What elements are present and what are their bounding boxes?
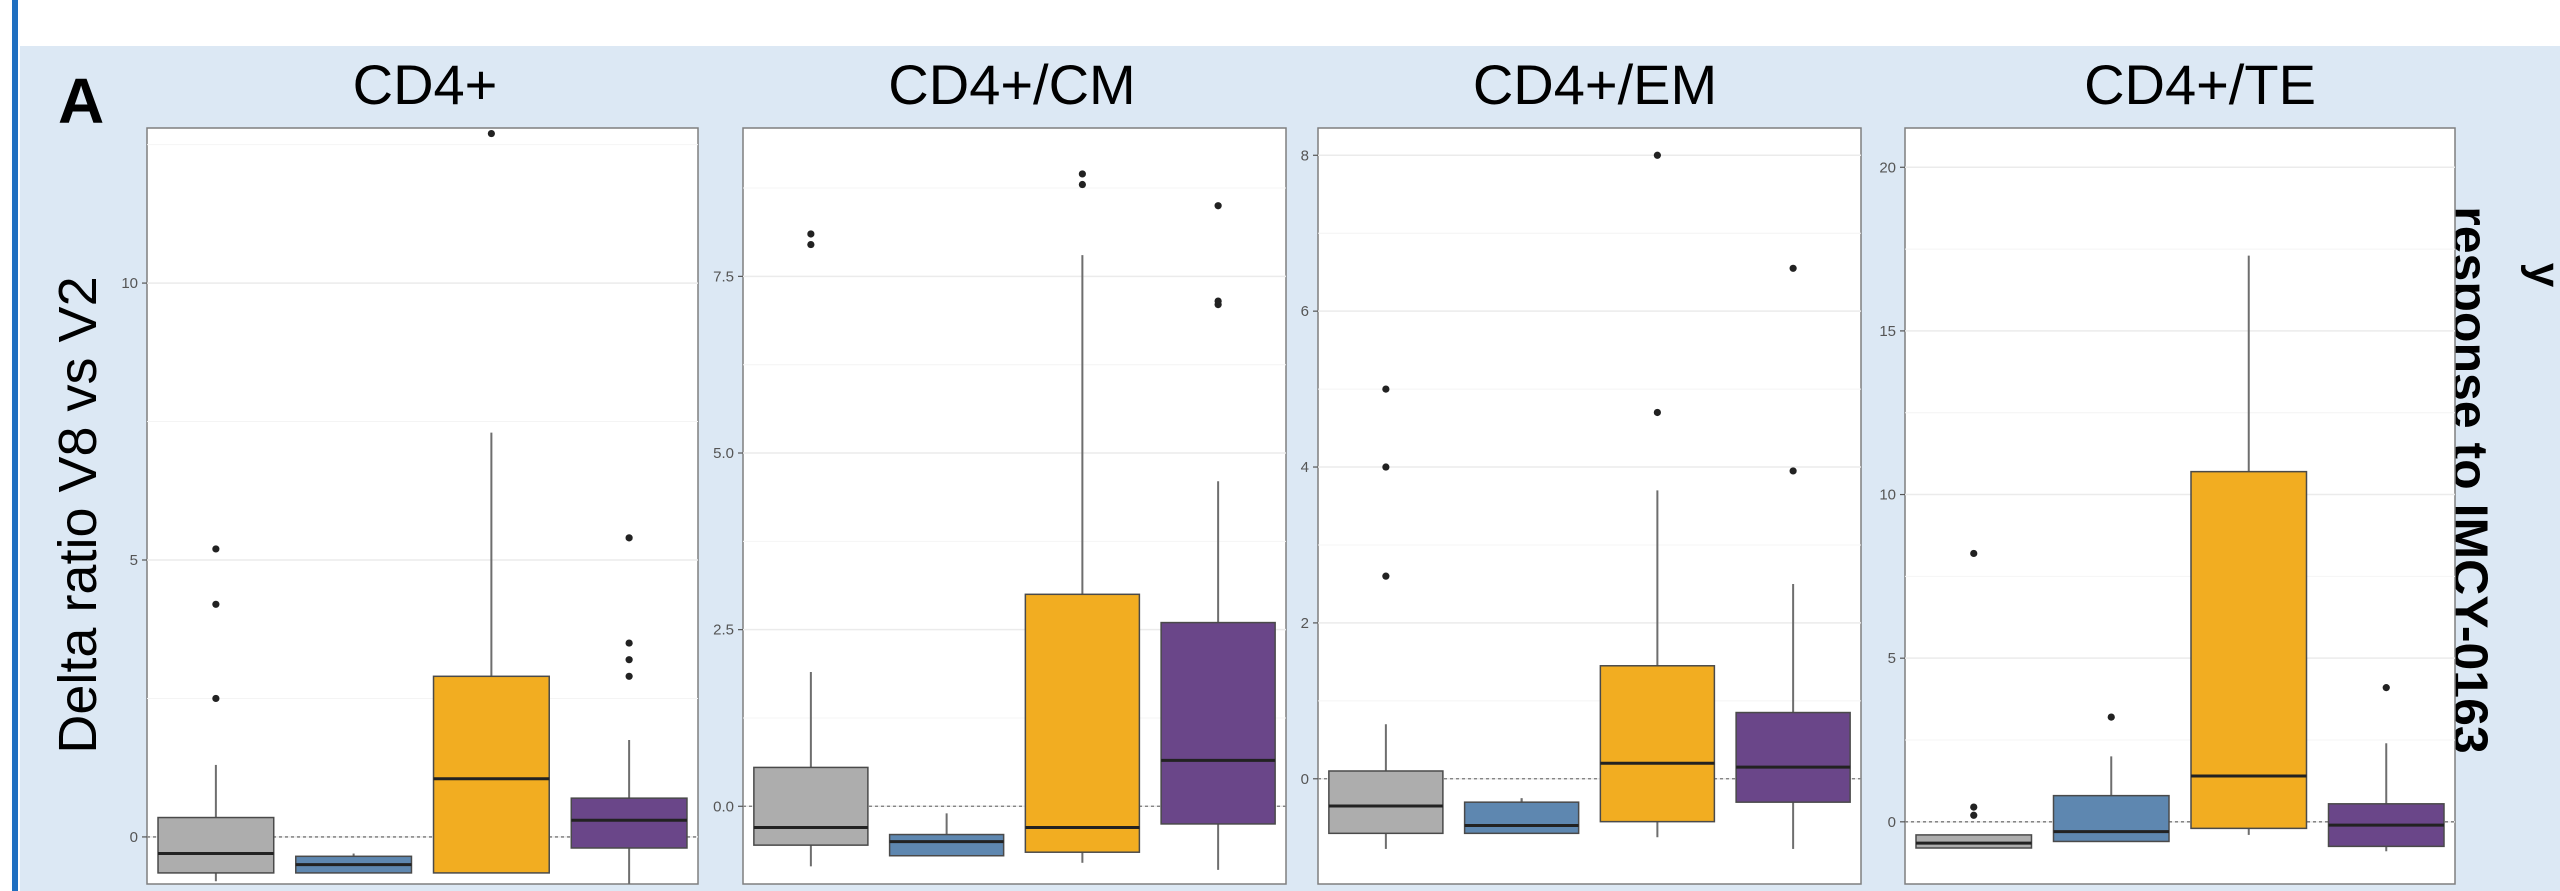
facet-2-group-2-outlier	[1653, 151, 1661, 159]
facet-3-group-2-box	[2190, 470, 2308, 830]
facet-0-group-3-outlier	[625, 534, 633, 542]
facet-0-group-3-outlier	[625, 672, 633, 680]
facet-0-plot-area	[146, 127, 699, 885]
facet-1-group-3-box	[1160, 621, 1276, 825]
facet-1-group-0-outlier	[807, 230, 815, 238]
facet-3-tick-label: 5	[1888, 650, 1896, 667]
facet-1-tick-label: 0.0	[713, 798, 734, 815]
facet-1-group-2-outlier	[1078, 180, 1086, 189]
facet-1-tick-label: 7.5	[713, 268, 734, 285]
facet-0-group-0-outlier	[212, 545, 220, 553]
facet-3-tick-label: 0	[1888, 814, 1896, 831]
facet-1-tick-label: 2.5	[713, 622, 734, 639]
facet-0-tick-label: 10	[121, 275, 138, 292]
facet-title-cd4-em: CD4+/EM	[1472, 53, 1718, 116]
facet-3-group-0-box	[1915, 834, 2033, 849]
facet-1-group-3-outlier	[1214, 297, 1222, 305]
facet-2-group-0-outlier	[1382, 572, 1390, 580]
facet-1-group-0-outlier	[807, 240, 815, 249]
facet-3-tick-label: 20	[1879, 159, 1896, 176]
facet-1-group-1-box	[888, 833, 1005, 857]
facet-3-group-0-outlier	[1970, 803, 1978, 811]
left-accent-rule	[0, 0, 20, 891]
facet-0-group-0-box	[157, 816, 275, 874]
facet-1-group-2-box	[1024, 593, 1141, 853]
facet-3-group-3-outlier	[2382, 684, 2390, 692]
facet-2-group-3-outlier	[1789, 264, 1797, 272]
facet-2-tick-label: 8	[1301, 147, 1309, 164]
facet-title-cd4-cm: CD4+/CM	[888, 53, 1136, 116]
facet-0-group-2-outlier	[487, 129, 495, 138]
facet-0-tick-label: 0	[130, 829, 138, 846]
facet-3-group-1-box	[2052, 794, 2170, 843]
facet-2-group-0-box	[1328, 770, 1444, 835]
facet-2-tick-label: 4	[1301, 459, 1309, 476]
facet-0-group-0-outlier	[212, 600, 220, 608]
facet-3-group-1-outlier	[2107, 713, 2115, 721]
facet-2-group-1-box	[1463, 801, 1580, 835]
facet-1-group-3-outlier	[1214, 202, 1222, 210]
facet-1-group-0-box	[753, 766, 869, 846]
facet-2-group-2-box	[1599, 665, 1716, 823]
facet-0-group-2-box	[432, 675, 550, 874]
facet-3-group-0-outlier	[1970, 811, 1978, 819]
panel-letter: A	[58, 65, 105, 137]
facet-title-cd4-te: CD4+/TE	[2084, 53, 2316, 116]
facet-2-tick-label: 6	[1301, 303, 1309, 320]
facet-2-tick-label: 2	[1301, 615, 1309, 632]
facet-1-tick-label: 5.0	[713, 445, 734, 462]
facet-0-group-0-outlier	[212, 694, 220, 703]
facet-2-group-0-outlier	[1382, 385, 1390, 393]
facet-2-group-2-outlier	[1653, 408, 1661, 417]
facet-3-tick-label: 15	[1879, 323, 1896, 340]
facet-0-tick-label: 5	[130, 552, 138, 569]
facet-0-group-3-outlier	[625, 656, 633, 664]
facet-2-group-3-outlier	[1789, 467, 1797, 475]
facet-0-group-3-outlier	[625, 639, 633, 647]
facet-2-group-3-box	[1735, 711, 1851, 803]
facet-2-tick-label: 0	[1301, 771, 1309, 788]
facet-3-tick-label: 10	[1879, 487, 1896, 504]
facet-1-group-2-outlier	[1078, 170, 1086, 178]
facet-2-group-0-outlier	[1382, 463, 1390, 471]
facet-3-group-0-outlier	[1970, 549, 1978, 558]
facet-title-cd4: CD4+	[352, 53, 498, 116]
facet-3-plot-area	[1904, 127, 2456, 885]
facet-0-group-3-box	[570, 797, 688, 849]
